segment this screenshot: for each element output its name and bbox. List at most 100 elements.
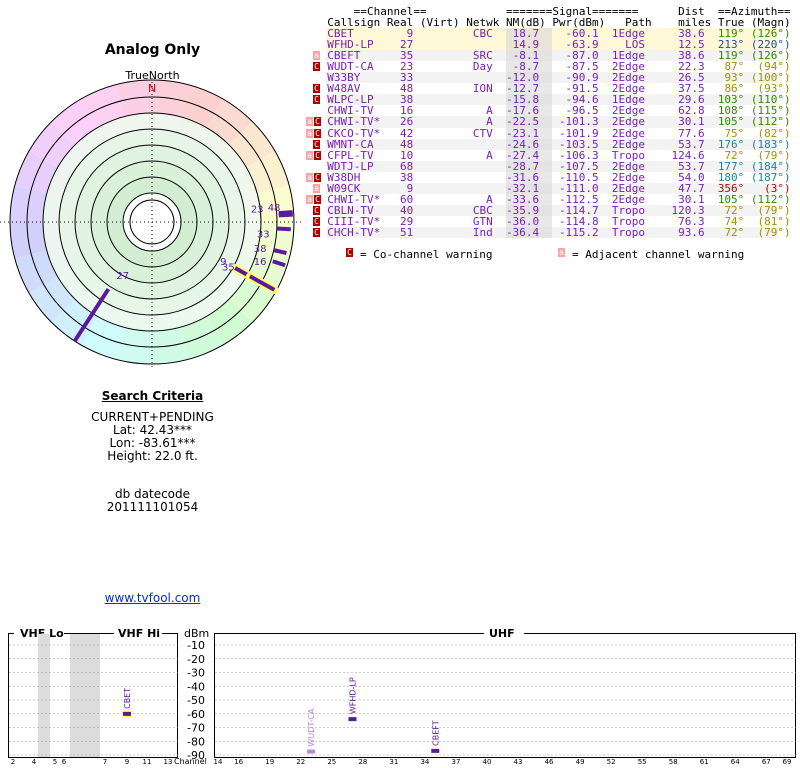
network: A (486, 115, 493, 129)
station-bar (431, 748, 440, 753)
noise-margin: -27.4 (505, 148, 540, 162)
tvfool-link[interactable]: www.tvfool.com (104, 591, 201, 605)
dbm-tick-label: -10 (187, 639, 205, 652)
channel-tick-label: 40 (483, 758, 492, 766)
co-channel-badge: C (314, 194, 321, 204)
co-channel-badge: C (313, 227, 320, 237)
nm-column-shade (505, 138, 553, 150)
radar-marker-label: 16 (254, 257, 267, 268)
power: -101.3 (558, 115, 599, 129)
real-channel: 33 (400, 71, 414, 85)
col-real: Real (386, 16, 414, 30)
channel-tick-label: 22 (296, 758, 305, 766)
noise-margin: -8.1 (512, 49, 540, 63)
channel-tick-label: 28 (358, 758, 367, 766)
channel-tick-label: 25 (327, 758, 336, 766)
noise-margin: -35.9 (505, 203, 540, 217)
co-channel-badge: C (314, 117, 321, 127)
row-background (326, 116, 779, 128)
callsign: WFHD-LP (327, 38, 374, 52)
power: -110.5 (558, 170, 599, 184)
power: -114.7 (558, 203, 599, 217)
azimuth-magnetic: (79°) (757, 225, 791, 239)
dbm-tick-label: -20 (187, 653, 205, 666)
station-bar-label: WUDT-CA (307, 708, 316, 747)
callsign: WMNT-CA (327, 137, 374, 151)
nm-column-shade (505, 94, 553, 106)
channel-tick-label: 6 (62, 758, 67, 766)
channel-tick-label: 43 (514, 758, 523, 766)
noise-margin: -15.8 (505, 93, 540, 107)
col-true: True (717, 16, 745, 30)
adjacent-channel-badge: a (558, 248, 565, 257)
radar-plot: N 23 48 33 38 16 935 27 (0, 76, 304, 370)
azimuth-true: 177° (717, 159, 745, 173)
azimuth-true: 86° (724, 82, 745, 96)
row-background (326, 94, 779, 106)
callsign: WLPC-LP (327, 93, 374, 107)
radar-marker (248, 274, 276, 292)
callsign: CKCO-TV* (327, 126, 381, 140)
azimuth-true: 103° (717, 93, 745, 107)
noise-margin: -32.1 (505, 181, 540, 195)
adjacent-channel-badge: a (306, 150, 313, 160)
nm-column-shade (505, 160, 553, 172)
distance: 62.8 (678, 104, 705, 118)
path: Tropo (611, 214, 646, 228)
adjacent-channel-text: = Adjacent channel warning (572, 248, 745, 261)
noise-margin: -36.4 (505, 225, 540, 239)
real-channel: 60 (400, 192, 414, 206)
dist-header: Dist (678, 5, 705, 18)
power: -87.0 (565, 49, 599, 63)
search-criteria: Search Criteria CURRENT+PENDING Lat: 42.… (0, 390, 305, 463)
noise-margin: -36.0 (505, 214, 540, 228)
azimuth-true: 72° (724, 225, 745, 239)
nm-column-shade (505, 226, 553, 238)
nm-column-shade (505, 105, 553, 117)
network: ION (472, 82, 493, 96)
nm-column-shade (505, 215, 553, 227)
power: -63.9 (565, 38, 599, 52)
radar-marker-label: 27 (116, 271, 129, 282)
channel-tick-label: 5 (53, 758, 57, 766)
path: 2Edge (611, 104, 646, 118)
row-background (326, 226, 779, 238)
station-bar (348, 717, 357, 722)
path: 2Edge (611, 170, 646, 184)
channel-tick-label: 13 (164, 758, 173, 766)
azimuth-true: 356° (717, 181, 745, 195)
distance: 53.7 (678, 159, 705, 173)
path: Tropo (611, 225, 646, 239)
power: -91.5 (565, 82, 599, 96)
radar-marker (278, 212, 293, 218)
path: 2Edge (611, 60, 646, 74)
noise-margin: -24.6 (505, 137, 540, 151)
dbm-tick-label: -80 (187, 735, 205, 748)
azimuth-true: 72° (724, 203, 745, 217)
real-channel: 26 (400, 115, 414, 129)
col-nm: NM(dB) (505, 16, 546, 30)
row-background (326, 182, 779, 194)
co-channel-badge: C (314, 150, 321, 160)
co-channel-badge: C (313, 139, 320, 149)
real-channel: 29 (400, 214, 414, 228)
path: Tropo (611, 148, 646, 162)
co-channel-badge: C (314, 172, 321, 182)
channel-tick-label: 46 (545, 758, 554, 766)
path: 2Edge (611, 71, 646, 85)
channel-tick-label: 16 (234, 758, 243, 766)
azimuth-true: 213° (717, 38, 745, 52)
power: -107.5 (558, 159, 599, 173)
vhf-hi-label: VHF Hi (118, 627, 160, 640)
db-datecode-label: db datecode (114, 487, 191, 501)
radar-marker (276, 226, 291, 232)
channel-tick-label: 34 (420, 758, 429, 766)
adjacent-channel-badge: a (306, 117, 313, 127)
row-background (326, 50, 779, 62)
criteria-lat: Lat: 42.43*** (113, 423, 192, 437)
azimuth-true: 119° (717, 27, 745, 41)
azimuth-true: 176° (717, 137, 745, 151)
radar-marker-label: 33 (257, 230, 270, 241)
azimuth-magnetic: (3°) (764, 181, 791, 195)
station-bar (123, 711, 131, 716)
